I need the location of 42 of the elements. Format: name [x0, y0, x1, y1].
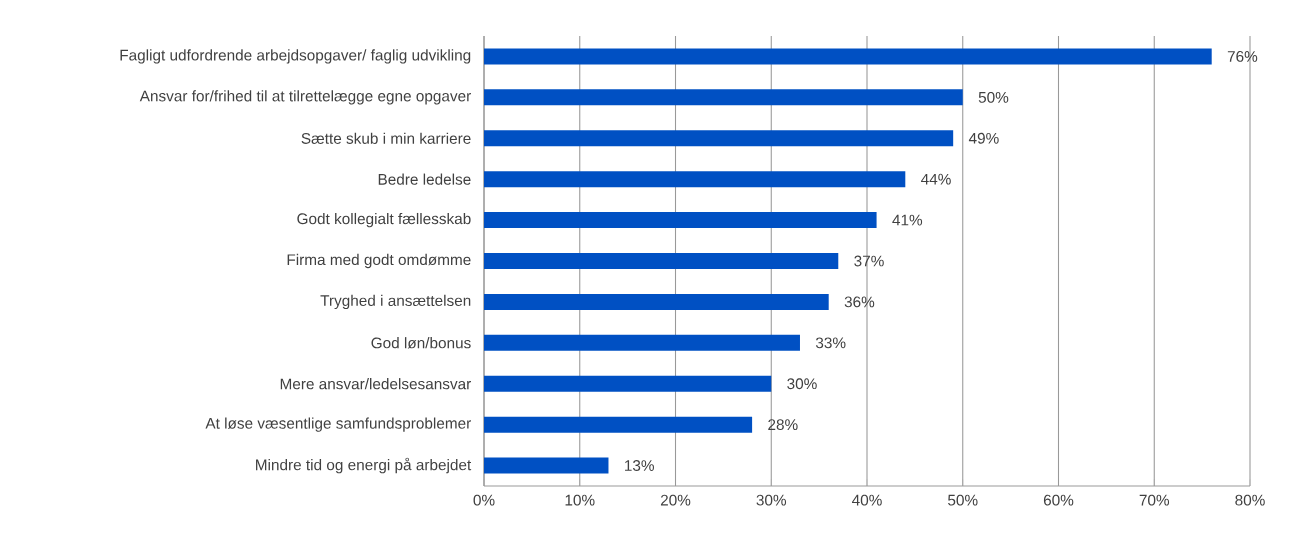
y-tick-label: At løse væsentlige samfundsproblemer	[205, 417, 471, 432]
y-tick-label: Mindre tid og energi på arbejdet	[256, 457, 472, 474]
bar	[484, 457, 609, 474]
bar	[484, 89, 963, 106]
bar	[484, 130, 954, 147]
y-tick-label: Bedre ledelse	[378, 173, 471, 185]
y-tick-label: Firma med godt omdømme	[287, 253, 471, 269]
y-tick-label: Ansvar for/frihed til at tilrettelægge egne opgaver	[139, 90, 471, 105]
x-tick-label: 50%	[948, 494, 978, 506]
x-tick-label: 40%	[852, 494, 882, 506]
data-label: 49%	[968, 132, 999, 144]
data-label: 41%	[892, 214, 923, 226]
y-tick-label: Sætte skub i min karriere	[301, 132, 471, 144]
bar	[484, 252, 839, 269]
bar	[484, 171, 906, 188]
x-tick-label: 70%	[1139, 494, 1170, 506]
x-tick-label: 0%	[473, 494, 495, 506]
bar	[484, 293, 829, 310]
y-tick-label: Fagligt udfordrende arbejdsopgaver/ faglig udvikling	[120, 49, 471, 64]
x-tick-label: 60%	[1043, 494, 1074, 506]
y-tick-label: Tryghed i ansættelsen	[320, 294, 471, 310]
y-tick-label: God løn/bonus	[371, 337, 471, 349]
x-tick-label: 20%	[660, 494, 691, 506]
data-label: 30%	[787, 378, 817, 390]
bar	[484, 212, 877, 229]
data-label: 76%	[1227, 51, 1258, 62]
data-label: 50%	[978, 91, 1009, 103]
bar	[484, 48, 1212, 65]
y-tick-label: Mere ansvar/ledelsesansvar	[280, 378, 471, 390]
data-label: 33%	[815, 337, 846, 349]
data-label: 44%	[921, 173, 951, 185]
x-tick-label: 10%	[565, 494, 595, 506]
data-label: 36%	[844, 296, 875, 308]
x-tick-label: 30%	[756, 494, 787, 506]
data-label: 37%	[854, 255, 884, 267]
y-tick-label: Godt kollegialt fællesskab	[297, 212, 471, 228]
bar	[484, 416, 753, 433]
bar	[484, 375, 772, 392]
data-label: 28%	[768, 419, 798, 431]
data-label: 13%	[625, 460, 654, 471]
bar	[484, 334, 800, 351]
x-tick-label: 80%	[1235, 494, 1265, 506]
